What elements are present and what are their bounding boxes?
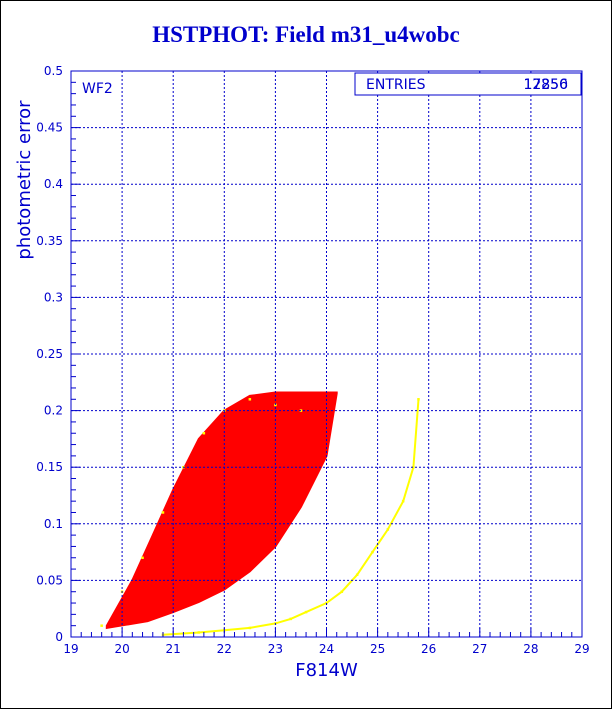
x-tick-label: 25 xyxy=(370,642,385,656)
x-tick-label: 27 xyxy=(472,642,487,656)
y-tick-label: 0.15 xyxy=(36,460,63,474)
data-point xyxy=(151,567,155,571)
stats-value: 17856 xyxy=(523,77,568,93)
data-point xyxy=(120,613,124,616)
y-tick-label: 0.4 xyxy=(44,177,63,191)
x-tick-label: 20 xyxy=(114,642,129,656)
y-tick-label: 0 xyxy=(55,630,63,644)
y-tick-label: 0.35 xyxy=(36,234,63,248)
x-tick-label: 21 xyxy=(166,642,181,656)
y-tick-label: 0.05 xyxy=(36,573,63,587)
x-tick-label: 28 xyxy=(523,642,538,656)
data-point xyxy=(161,511,165,514)
data-point xyxy=(299,398,303,401)
y-tick-label: 0.45 xyxy=(36,121,63,135)
y-tick-label: 0.2 xyxy=(44,404,63,418)
x-tick-label: 26 xyxy=(421,642,436,656)
stats-value: 12250 xyxy=(523,77,568,93)
x-tick-label: 22 xyxy=(217,642,232,656)
data-point xyxy=(197,477,200,480)
y-tick-label: 0.3 xyxy=(44,290,63,304)
error-envelope xyxy=(105,391,338,630)
data-point xyxy=(223,420,226,424)
data-point xyxy=(141,556,144,560)
stats-box: ENTRIES 17856 12250 xyxy=(354,72,582,96)
x-tick-label: 19 xyxy=(63,642,78,656)
data-point xyxy=(136,607,139,610)
grid-layer xyxy=(71,71,582,637)
data-point xyxy=(212,443,216,446)
data-point xyxy=(146,590,149,593)
y-tick-label: 0.1 xyxy=(44,517,63,531)
stats-box-frame xyxy=(354,72,582,96)
data-point xyxy=(100,624,103,627)
y-tick-label: 0.5 xyxy=(44,64,63,78)
chart-title: HSTPHOT: Field m31_u4wobc xyxy=(152,22,460,47)
data-point xyxy=(248,398,252,401)
data-point xyxy=(274,392,277,395)
panel-label: WF2 xyxy=(82,81,113,97)
data-point xyxy=(110,624,114,627)
data-point xyxy=(417,398,420,401)
y-axis-label: photometric error xyxy=(14,100,35,260)
data-point xyxy=(325,392,328,395)
x-tick-label: 23 xyxy=(268,642,283,656)
x-tick-label: 24 xyxy=(319,642,334,656)
data-point xyxy=(182,499,185,503)
data-point xyxy=(253,398,257,401)
data-point xyxy=(161,545,165,548)
x-tick-label: 29 xyxy=(574,642,589,656)
tick-layer: 19 20 21 22 23 24 25 26 27 28 29 0 0.05 0.1 0.15 0.2 0.2… xyxy=(36,64,589,656)
data-point xyxy=(202,431,206,435)
x-axis-label: F814W xyxy=(295,660,358,681)
y-tick-label: 0.25 xyxy=(36,347,63,361)
marker-layer xyxy=(100,391,420,636)
stats-label: ENTRIES xyxy=(366,77,426,93)
